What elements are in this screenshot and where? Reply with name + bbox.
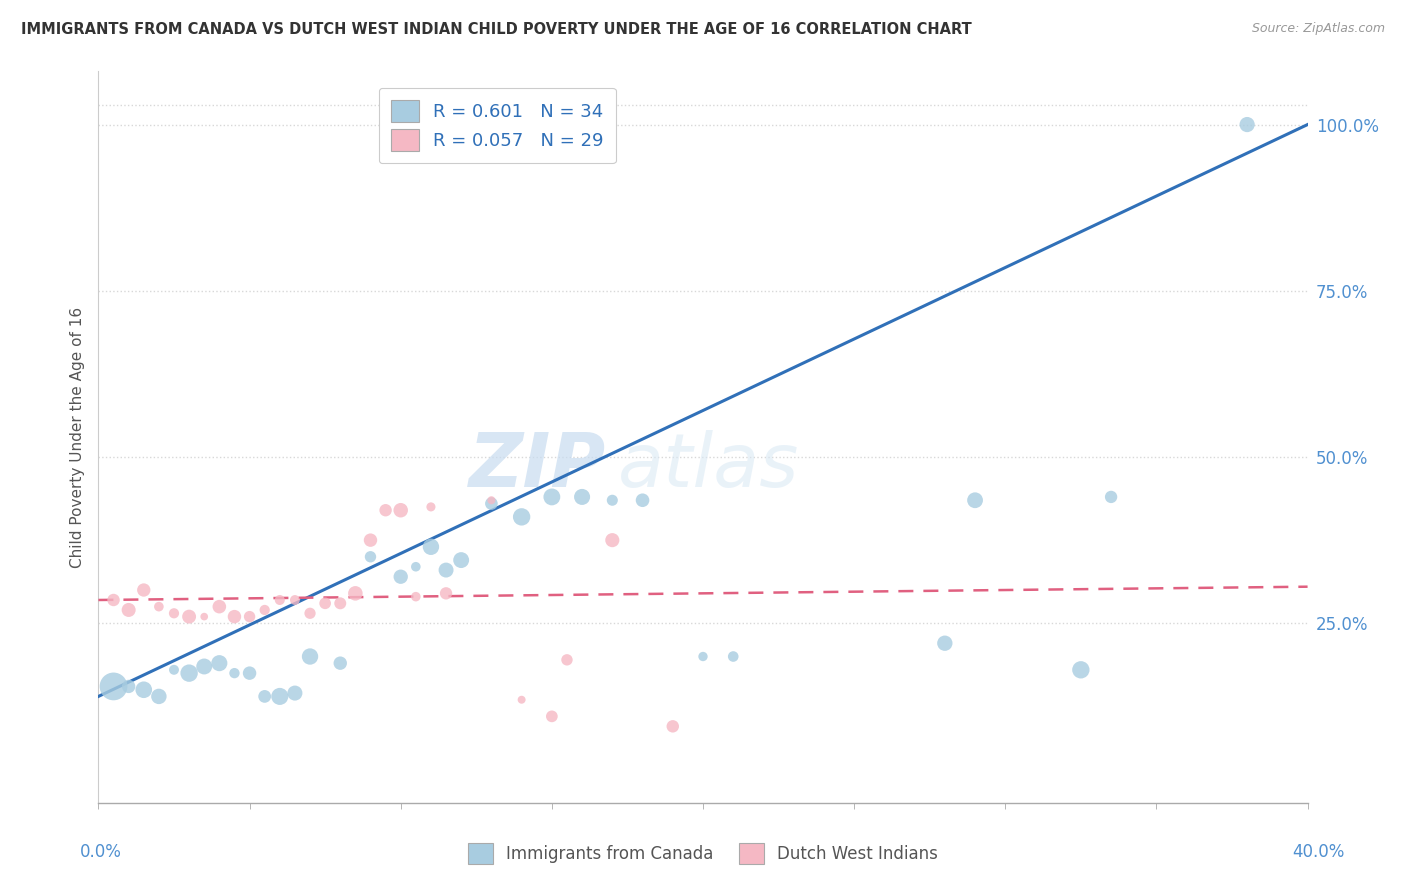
Point: [193, 609, 215, 624]
Legend: Immigrants from Canada, Dutch West Indians: Immigrants from Canada, Dutch West India…: [461, 837, 945, 871]
Point: [118, 680, 141, 694]
Point: [179, 666, 201, 681]
Point: [405, 590, 427, 604]
Point: [389, 503, 412, 517]
Point: [1099, 490, 1122, 504]
Point: [284, 593, 307, 607]
Point: [420, 540, 443, 554]
Point: [360, 533, 382, 548]
Text: IMMIGRANTS FROM CANADA VS DUTCH WEST INDIAN CHILD POVERTY UNDER THE AGE OF 16 CO: IMMIGRANTS FROM CANADA VS DUTCH WEST IND…: [21, 22, 972, 37]
Point: [405, 559, 427, 574]
Point: [510, 692, 533, 706]
Text: ZIP: ZIP: [470, 430, 606, 503]
Point: [148, 690, 170, 704]
Point: [163, 663, 186, 677]
Text: Source: ZipAtlas.com: Source: ZipAtlas.com: [1251, 22, 1385, 36]
Y-axis label: Child Poverty Under the Age of 16: Child Poverty Under the Age of 16: [69, 307, 84, 567]
Point: [602, 533, 624, 548]
Point: [208, 656, 231, 670]
Point: [132, 682, 155, 697]
Point: [540, 709, 562, 723]
Point: [208, 599, 231, 614]
Point: [434, 586, 457, 600]
Point: [224, 666, 246, 681]
Point: [450, 553, 472, 567]
Point: [299, 607, 322, 621]
Point: [1070, 663, 1092, 677]
Point: [314, 596, 336, 610]
Point: [269, 690, 291, 704]
Point: [555, 653, 578, 667]
Text: atlas: atlas: [619, 430, 800, 502]
Text: 0.0%: 0.0%: [80, 843, 122, 861]
Point: [692, 649, 714, 664]
Point: [965, 493, 987, 508]
Legend: R = 0.601   N = 34, R = 0.057   N = 29: R = 0.601 N = 34, R = 0.057 N = 29: [378, 87, 616, 163]
Point: [103, 593, 125, 607]
Point: [420, 500, 443, 514]
Point: [631, 493, 654, 508]
Point: [374, 503, 396, 517]
Point: [434, 563, 457, 577]
Point: [269, 593, 291, 607]
Point: [344, 586, 367, 600]
Point: [481, 493, 503, 508]
Point: [723, 649, 745, 664]
Point: [1236, 118, 1258, 132]
Point: [389, 570, 412, 584]
Point: [239, 609, 262, 624]
Point: [118, 603, 141, 617]
Point: [253, 690, 276, 704]
Point: [132, 582, 155, 597]
Point: [540, 490, 562, 504]
Point: [193, 659, 215, 673]
Point: [103, 680, 125, 694]
Point: [571, 490, 593, 504]
Point: [602, 493, 624, 508]
Point: [179, 609, 201, 624]
Point: [239, 666, 262, 681]
Point: [284, 686, 307, 700]
Point: [360, 549, 382, 564]
Point: [661, 719, 683, 733]
Point: [329, 656, 352, 670]
Point: [329, 596, 352, 610]
Point: [934, 636, 956, 650]
Point: [163, 607, 186, 621]
Point: [510, 509, 533, 524]
Point: [253, 603, 276, 617]
Point: [481, 497, 503, 511]
Point: [224, 609, 246, 624]
Point: [299, 649, 322, 664]
Point: [148, 599, 170, 614]
Text: 40.0%: 40.0%: [1292, 843, 1346, 861]
